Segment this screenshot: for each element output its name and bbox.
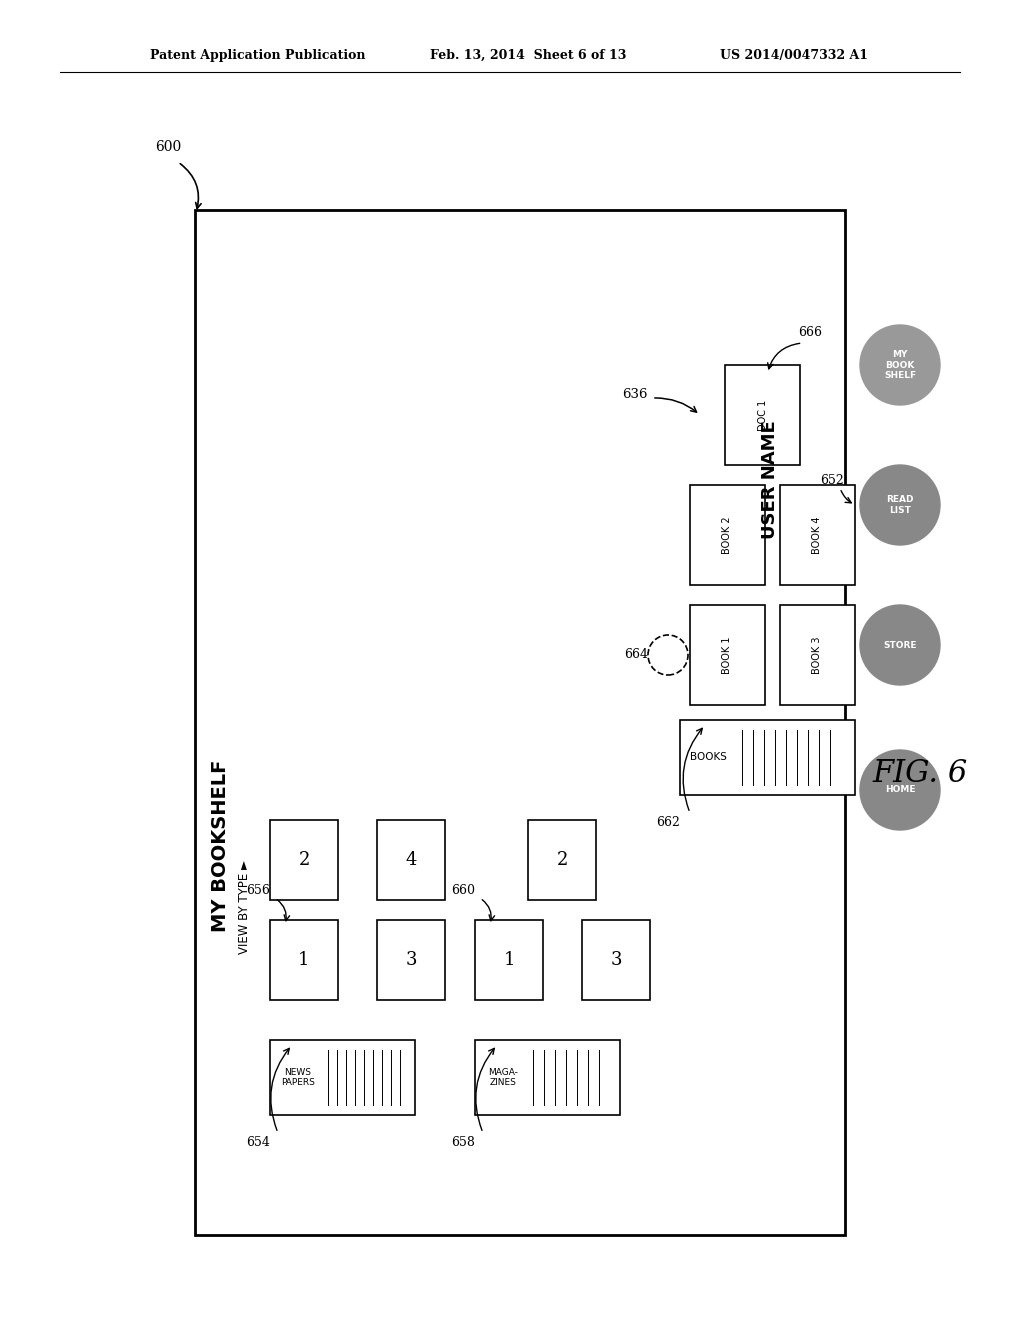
Text: 4: 4	[406, 851, 417, 869]
Text: Patent Application Publication: Patent Application Publication	[150, 49, 366, 62]
Bar	[725, 366, 800, 465]
Text: 654: 654	[246, 1137, 270, 1150]
Bar	[582, 920, 650, 1001]
Text: 2: 2	[298, 851, 309, 869]
Text: STORE: STORE	[884, 640, 916, 649]
Text: MY
BOOK
SHELF: MY BOOK SHELF	[884, 350, 916, 380]
Text: 666: 666	[799, 326, 822, 339]
Bar	[377, 820, 445, 900]
Text: 3: 3	[406, 950, 417, 969]
Text: MY BOOKSHELF: MY BOOKSHELF	[211, 759, 229, 932]
Text: Feb. 13, 2014  Sheet 6 of 13: Feb. 13, 2014 Sheet 6 of 13	[430, 49, 627, 62]
Circle shape	[860, 325, 940, 405]
Text: 600: 600	[155, 140, 181, 154]
Bar	[377, 920, 445, 1001]
Text: 1: 1	[298, 950, 309, 969]
Text: 660: 660	[451, 883, 475, 896]
Circle shape	[860, 750, 940, 830]
Text: BOOK 4: BOOK 4	[812, 516, 822, 554]
Text: HOME: HOME	[885, 785, 915, 795]
Text: US 2014/0047332 A1: US 2014/0047332 A1	[720, 49, 868, 62]
Text: 3: 3	[610, 950, 622, 969]
Text: 656: 656	[246, 883, 270, 896]
Bar	[475, 920, 543, 1001]
Text: NEWS
PAPERS: NEWS PAPERS	[281, 1068, 315, 1088]
Text: VIEW BY TYPE ►: VIEW BY TYPE ►	[239, 861, 252, 954]
Bar	[270, 920, 338, 1001]
Bar	[780, 484, 855, 585]
Text: MAGA-
ZINES: MAGA- ZINES	[488, 1068, 518, 1088]
Bar	[270, 820, 338, 900]
Text: BOOK 2: BOOK 2	[723, 516, 732, 554]
Bar	[690, 484, 765, 585]
Circle shape	[860, 605, 940, 685]
Text: USER NAME: USER NAME	[761, 421, 779, 540]
Text: 652: 652	[820, 474, 844, 487]
Text: 2: 2	[556, 851, 567, 869]
Bar	[475, 1040, 620, 1115]
Bar	[780, 605, 855, 705]
Text: READ
LIST: READ LIST	[886, 495, 913, 515]
Circle shape	[860, 465, 940, 545]
Text: 1: 1	[503, 950, 515, 969]
Bar	[270, 1040, 415, 1115]
Bar	[528, 820, 596, 900]
Bar	[690, 605, 765, 705]
Text: BOOKS: BOOKS	[689, 752, 726, 763]
Bar	[195, 210, 845, 1236]
Text: 658: 658	[451, 1137, 475, 1150]
Text: 664: 664	[624, 648, 648, 661]
Text: BOOK 3: BOOK 3	[812, 636, 822, 673]
Text: DOC 1: DOC 1	[758, 400, 768, 430]
Bar	[680, 719, 855, 795]
Text: 636: 636	[623, 388, 648, 401]
Text: 662: 662	[656, 817, 680, 829]
Text: FIG. 6: FIG. 6	[872, 758, 968, 789]
Text: BOOK 1: BOOK 1	[723, 636, 732, 673]
